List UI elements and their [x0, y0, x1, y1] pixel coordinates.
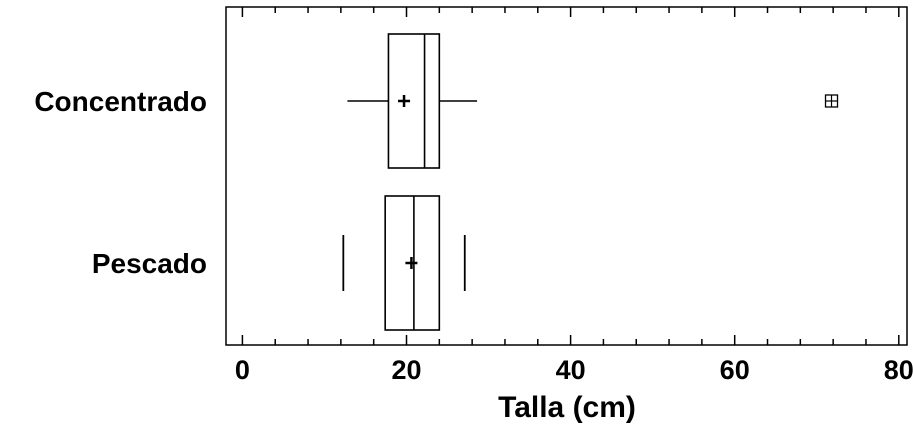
x-tick-label-60: 60 [720, 355, 750, 385]
category-label-concentrado: Concentrado [34, 86, 207, 117]
x-tick-label-40: 40 [556, 355, 586, 385]
x-tick-label-0: 0 [235, 355, 250, 385]
x-axis: 0 20 40 60 80 [235, 7, 913, 385]
box-concentrado [387, 33, 441, 169]
box-series [342, 33, 839, 331]
category-label-pescado: Pescado [92, 248, 207, 279]
box-pescado [384, 195, 441, 331]
x-tick-label-80: 80 [884, 355, 913, 385]
plot-frame [225, 6, 908, 346]
x-axis-title: Talla (cm) [498, 391, 636, 424]
y-axis-labels: Concentrado Pescado [34, 86, 207, 279]
x-tick-label-20: 20 [391, 355, 421, 385]
